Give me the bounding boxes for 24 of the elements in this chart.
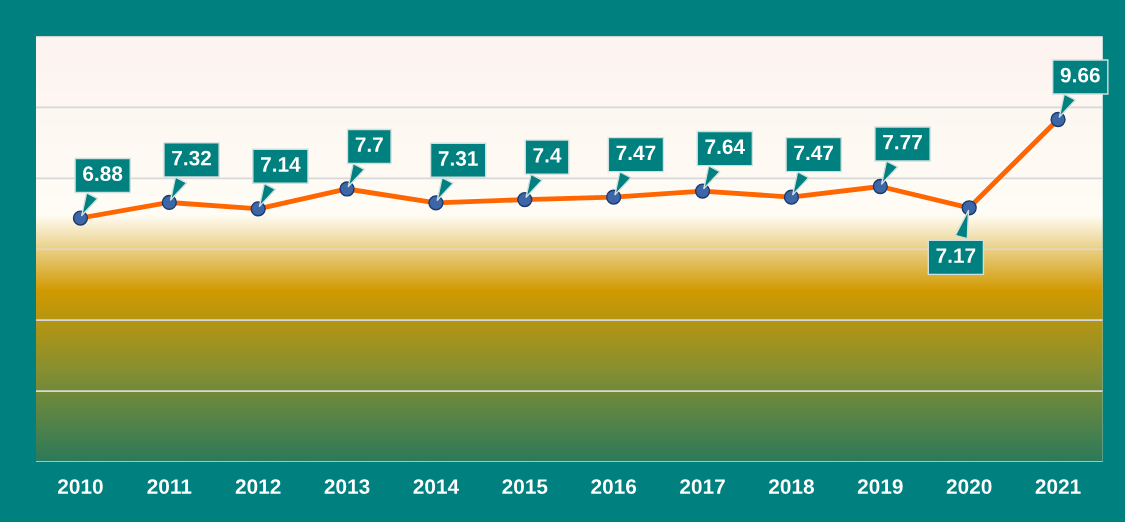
data-label: 7.77 xyxy=(883,135,922,150)
x-tick-label: 2011 xyxy=(147,479,192,494)
x-tick-label: 2018 xyxy=(768,479,814,494)
data-label: 7.31 xyxy=(438,151,478,166)
data-label: 7.47 xyxy=(616,145,656,160)
x-tick-label: 2013 xyxy=(324,479,370,494)
data-label: 7.47 xyxy=(794,145,834,160)
x-tick-label: 2014 xyxy=(413,479,459,494)
data-label: 7.64 xyxy=(705,139,745,155)
data-label: 6.88 xyxy=(83,166,123,182)
data-label: 7.32 xyxy=(172,150,211,166)
data-label: 7.17 xyxy=(936,248,976,263)
x-tick-label: 2016 xyxy=(591,479,637,494)
data-label: 7.14 xyxy=(261,157,301,172)
x-tick-label: 2017 xyxy=(680,479,725,494)
data-label: 7.4 xyxy=(533,148,562,163)
x-tick-label: 2021 xyxy=(1035,479,1081,494)
x-tick-label: 2019 xyxy=(857,479,903,494)
data-label: 9.66 xyxy=(1060,67,1100,83)
data-label: 7.7 xyxy=(355,137,383,152)
x-tick-label: 2012 xyxy=(235,479,281,494)
x-tick-label: 2015 xyxy=(502,479,548,494)
x-tick-label: 2020 xyxy=(946,479,992,494)
x-tick-label: 2010 xyxy=(57,479,103,494)
